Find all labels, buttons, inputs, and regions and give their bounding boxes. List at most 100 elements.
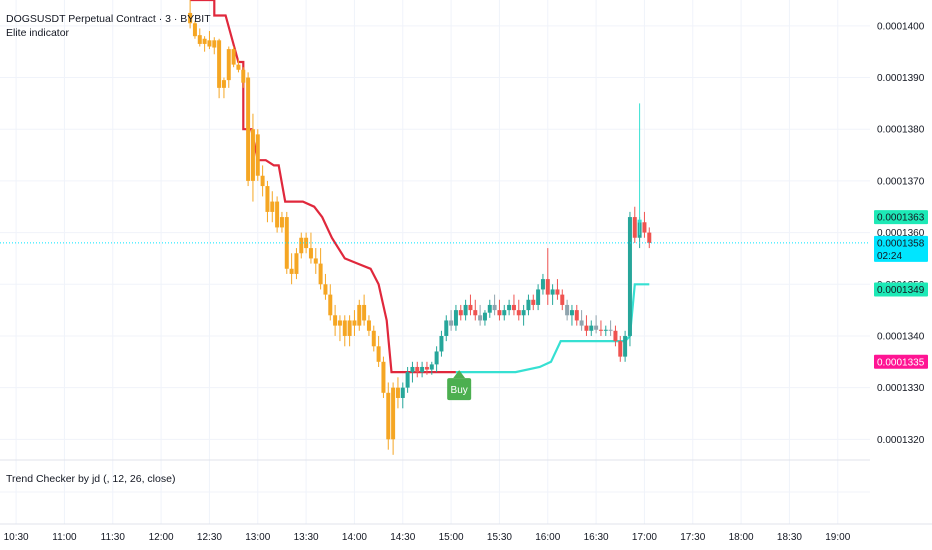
- candle: [565, 299, 570, 321]
- candle-body: [308, 248, 313, 259]
- candle-body: [545, 279, 550, 295]
- candle-body: [637, 219, 642, 223]
- candle: [487, 299, 492, 318]
- candle: [473, 299, 478, 321]
- chart-grid: [0, 0, 870, 524]
- candle: [632, 206, 637, 243]
- countdown-label: 02:24: [877, 251, 902, 262]
- candle-body: [250, 129, 255, 181]
- price-tick-label: 0.0001320: [877, 435, 925, 446]
- candle-body: [627, 217, 632, 336]
- candle-body: [608, 329, 613, 331]
- candle: [608, 320, 613, 336]
- candle: [623, 330, 628, 362]
- candle: [531, 294, 536, 311]
- candle: [516, 299, 521, 321]
- resistance-line: [190, 0, 456, 374]
- candle: [482, 310, 487, 326]
- candle-body: [516, 310, 521, 316]
- candle: [246, 72, 251, 187]
- candle-body: [294, 253, 299, 274]
- candle: [589, 320, 594, 336]
- indicator-legend-trend-checker[interactable]: Trend Checker by jd (, 12, 26, close): [6, 473, 176, 485]
- time-tick-label: 14:30: [390, 532, 415, 543]
- price-tick-label: 0.0001390: [877, 73, 925, 84]
- time-axis[interactable]: 10:30 11:00 11:30 12:00 12:30 13:00 13:30 14:00…: [4, 532, 851, 543]
- buy-arrow: [453, 370, 466, 379]
- candle-body: [207, 40, 212, 47]
- candle-body: [246, 77, 251, 181]
- price-tag-label: 0.0001363: [877, 213, 925, 224]
- candle: [207, 31, 212, 50]
- candle: [308, 232, 313, 264]
- candle: [289, 253, 294, 285]
- candle: [333, 304, 338, 336]
- candle: [449, 310, 454, 331]
- candle-body: [192, 23, 197, 37]
- time-tick-label: 13:00: [245, 532, 270, 543]
- candle: [279, 211, 284, 233]
- price-tag: 0.0001349: [874, 282, 928, 297]
- candle-body: [613, 330, 618, 342]
- candle-body: [400, 387, 405, 398]
- candle-body: [424, 366, 429, 370]
- candle-body: [212, 40, 217, 48]
- candle-body: [328, 294, 333, 316]
- candle: [545, 248, 550, 305]
- time-tick-label: 16:30: [584, 532, 609, 543]
- candle-body: [482, 312, 487, 321]
- candle: [463, 299, 468, 321]
- candle-body: [371, 330, 376, 347]
- candle-body: [468, 304, 473, 311]
- candle-body: [386, 392, 391, 440]
- candle: [420, 361, 425, 378]
- symbol-title[interactable]: DOGSUSDT Perpetual Contract · 3 · BYBIT: [6, 13, 211, 25]
- candle-body: [453, 310, 458, 326]
- buy-signal-marker[interactable]: Buy: [447, 370, 472, 401]
- candle: [386, 382, 391, 450]
- price-tag-bg: [874, 282, 928, 297]
- time-tick-label: 12:00: [149, 532, 174, 543]
- candle-body: [574, 310, 579, 321]
- candle-body: [318, 263, 323, 285]
- candle: [511, 294, 516, 316]
- candle: [255, 129, 260, 181]
- candle-body: [420, 366, 425, 373]
- candle: [497, 299, 502, 321]
- candle: [550, 284, 555, 305]
- time-tick-label: 16:00: [535, 532, 560, 543]
- candle-body: [507, 304, 512, 311]
- price-tag: 0.0001358 02:24: [874, 235, 928, 262]
- candle: [458, 304, 463, 321]
- candle: [584, 315, 589, 336]
- candle-body: [323, 284, 328, 295]
- price-tag-label: 0.0001335: [877, 357, 925, 368]
- candle-body: [531, 299, 536, 305]
- candle-body: [526, 299, 531, 311]
- candle-body: [632, 217, 637, 238]
- candle-body: [594, 325, 599, 330]
- candle-body: [231, 49, 236, 65]
- price-tag-label: 0.0001349: [877, 285, 925, 296]
- indicator-legend-elite[interactable]: Elite indicator: [6, 27, 70, 39]
- candle: [574, 304, 579, 326]
- candle-body: [275, 201, 280, 228]
- candle-body: [598, 329, 603, 331]
- candle-body: [492, 304, 497, 311]
- candle-body: [555, 289, 560, 295]
- candle: [424, 361, 429, 375]
- candle: [241, 67, 246, 88]
- candle: [197, 28, 202, 47]
- candle-body: [410, 366, 415, 373]
- price-axis[interactable]: 0.00013200.00013300.00013400.00013500.00…: [877, 21, 925, 445]
- candle: [342, 315, 347, 347]
- candle: [492, 294, 497, 316]
- spike-candle: [637, 103, 642, 236]
- candle-body: [603, 329, 608, 331]
- candle: [202, 36, 207, 52]
- candle: [526, 294, 531, 316]
- candle: [294, 248, 299, 280]
- candle: [217, 38, 222, 99]
- candle-body: [623, 335, 628, 357]
